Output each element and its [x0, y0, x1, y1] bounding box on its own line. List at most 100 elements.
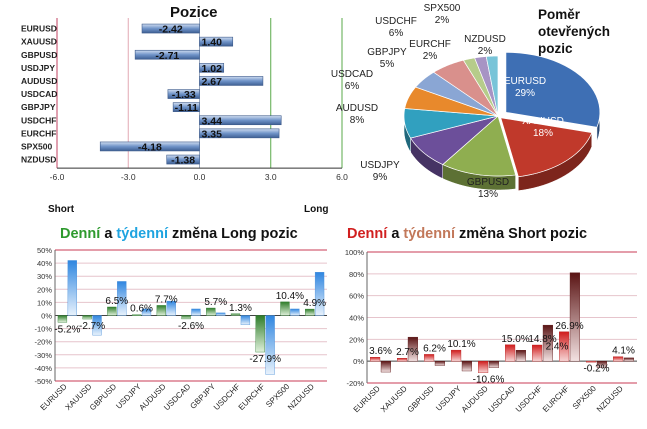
pie-label-name-spx500: SPX500 [424, 3, 461, 14]
pos-data-label-eurusd: -2.42 [159, 24, 183, 36]
short-y-tick-label: 60% [349, 292, 364, 301]
short-weekly-bar-nzdusd [623, 357, 634, 362]
pos-bar-xauusd [199, 36, 234, 47]
pie-label-name-xauusd: XAUUSD [522, 116, 564, 127]
long-daily-bar-gbpjpy [206, 307, 216, 316]
short-data-label-nzdusd: 4.1% [612, 346, 635, 357]
long-y-tick-label: 50% [37, 246, 52, 255]
short-y-tick-label: 40% [349, 314, 364, 323]
pos-bar-gbpusd [134, 49, 200, 60]
long-data-label-xauusd: -2.7% [79, 321, 105, 332]
short-title-daily: Denní [347, 226, 388, 242]
pie-label-value-nzdusd: 2% [478, 46, 493, 57]
short-change-chart: -20% 0% 20% 40% 60% 80% 100% 3.6% EURUSD 2.7% XAUU… [345, 248, 637, 414]
short-y-tick-label: 20% [349, 335, 364, 344]
long-weekly-bar-usdcad [191, 308, 201, 316]
pos-category-label-eurchf: EURCHF [21, 128, 56, 138]
short-data-label-usdjpy: 10.1% [447, 339, 475, 350]
pos-bar-gbpjpy [172, 102, 200, 112]
short-data-label-audusd: -10.6% [473, 375, 505, 386]
pie-label-value-gbpjpy: 5% [380, 59, 395, 70]
short-change-title: Denní a týdenní změna Short pozic [347, 226, 587, 242]
short-title-rest: změna Short pozic [459, 226, 588, 242]
long-data-label-usdcad: -2.6% [178, 321, 204, 332]
pie-label-name-usdjpy: USDJPY [360, 160, 400, 171]
long-weekly-bar-eurusd [67, 260, 77, 316]
pie-label-name-eurchf: EURCHF [409, 39, 451, 50]
short-y-tick-label: 80% [349, 270, 364, 279]
short-weekly-bar-usdcad [515, 350, 526, 362]
positions-chart: EURUSD -2.42 XAUUSD 1.40 GBPUSD -2.71 USDJPY 1.… [21, 18, 348, 182]
long-weekly-bar-audusd [166, 300, 176, 316]
long-data-label-usdjpy: 0.6% [130, 304, 153, 315]
pos-bar-usdchf [199, 115, 282, 126]
long-category-label-nzdusd: NZDUSD [286, 382, 316, 412]
long-data-label-gbpjpy: 5.7% [204, 297, 227, 308]
long-category-label-usdcad: USDCAD [162, 382, 192, 412]
pos-data-label-spx500: -4.18 [138, 141, 162, 153]
pie-label-name-nzdusd: NZDUSD [464, 34, 506, 45]
short-title-and: a [391, 226, 400, 242]
short-extra-data-label: 2.4% [546, 342, 569, 353]
long-daily-bar-audusd [156, 305, 166, 316]
pos-bar-eurchf [199, 128, 280, 139]
long-y-tick-label: 30% [37, 272, 52, 281]
pos-category-label-nzdusd: NZDUSD [21, 155, 56, 165]
short-data-label-usdcad: 15.0% [501, 334, 529, 345]
pos-category-label-eurusd: EURUSD [21, 24, 57, 34]
pos-data-label-usdjpy: 1.02 [202, 63, 223, 75]
short-daily-bar-nzdusd [613, 356, 624, 362]
long-data-label-audusd: 7.7% [155, 294, 178, 305]
pie-label-name-eurusd: EURUSD [504, 76, 546, 87]
pie-label-value-spx500: 2% [435, 15, 450, 26]
pos-data-label-usdchf: 3.44 [202, 115, 223, 127]
pie-label-value-usdjpy: 9% [373, 172, 388, 183]
pie-label-value-eurusd: 29% [515, 88, 535, 99]
positions-title: Pozice [170, 4, 218, 21]
long-change-title: Denní a týdenní změna Long pozic [60, 226, 298, 242]
long-y-tick-label: 10% [37, 298, 52, 307]
short-data-label-eurchf: 26.9% [555, 321, 583, 332]
pos-category-label-gbpusd: GBPUSD [21, 50, 57, 60]
long-daily-bar-xauusd [82, 315, 92, 320]
short-data-label-spx500: -0.2% [583, 363, 609, 374]
pos-data-label-gbpjpy: -1.11 [175, 102, 199, 114]
short-y-tick-label: 0% [353, 357, 364, 366]
short-daily-bar-spx500 [586, 360, 597, 363]
pos-category-label-gbpjpy: GBPJPY [21, 102, 56, 112]
short-category-label-eurchf: EURCHF [541, 384, 571, 414]
short-category-label-xauusd: XAUUSD [379, 384, 409, 414]
long-y-tick-label: -20% [34, 338, 52, 347]
pos-category-label-audusd: AUDUSD [21, 76, 57, 86]
pos-category-label-usdcad: USDCAD [21, 89, 57, 99]
short-daily-bar-usdcad [505, 344, 516, 362]
pie-label-value-usdcad: 6% [345, 81, 360, 92]
short-y-tick-label: -20% [346, 379, 364, 388]
short-daily-bar-xauusd [397, 358, 408, 362]
short-weekly-bar-xauusd [407, 336, 418, 362]
pos-category-label-usdjpy: USDJPY [21, 63, 55, 73]
short-category-label-eurusd: EURUSD [352, 384, 382, 414]
pos-bar-usdjpy [199, 63, 225, 73]
long-weekly-bar-spx500 [290, 308, 300, 316]
pos-data-label-xauusd: 1.40 [202, 37, 223, 49]
short-weekly-bar-eurusd [380, 360, 391, 373]
long-daily-bar-eurchf [255, 315, 265, 353]
long-daily-bar-eurusd [57, 315, 68, 323]
long-y-tick-label: 40% [37, 259, 52, 268]
short-weekly-bar-audusd [488, 360, 499, 368]
short-title-weekly: týdenní [403, 226, 455, 242]
pos-x-tick-label: 6.0 [336, 172, 348, 182]
pos-data-label-eurchf: 3.35 [202, 128, 223, 140]
pie-slice-xauusd [500, 117, 593, 178]
pie-label-value-eurchf: 2% [423, 51, 438, 62]
pos-x-tick-label: -6.0 [50, 172, 65, 182]
pos-x-tick-label: 3.0 [265, 172, 277, 182]
pie-slice-eurchf [462, 57, 499, 117]
long-title-and: a [104, 226, 113, 242]
long-y-tick-label: 0% [41, 312, 52, 321]
long-data-label-gbpusd: 6.5% [105, 296, 128, 307]
long-daily-bar-usdcad [181, 315, 191, 320]
short-weekly-bar-usdjpy [461, 360, 472, 372]
long-weekly-bar-usdchf [240, 315, 251, 325]
